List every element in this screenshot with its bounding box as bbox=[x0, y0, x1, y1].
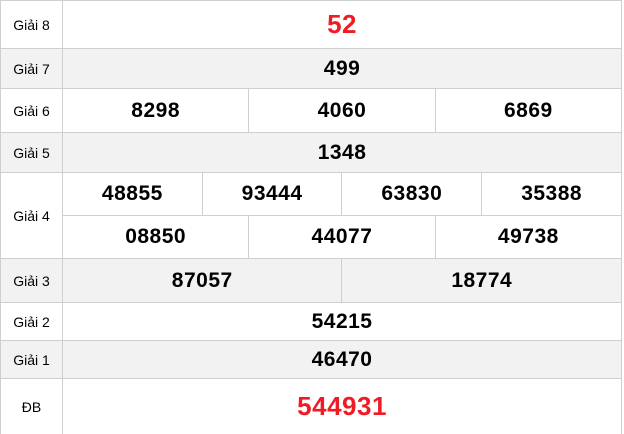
prize-label: Giải 8 bbox=[0, 0, 63, 49]
prize-number: 18774 bbox=[341, 258, 623, 303]
table-row-db: ĐB 544931 bbox=[0, 378, 623, 434]
prize-label: Giải 2 bbox=[0, 302, 63, 341]
prize-label: Giải 5 bbox=[0, 132, 63, 173]
prize-number: 54215 bbox=[61, 302, 623, 341]
table-row-giai1: Giải 1 46470 bbox=[0, 340, 623, 379]
prize-label: Giải 3 bbox=[0, 258, 63, 303]
prize-number: 1348 bbox=[61, 132, 623, 173]
prize-number: 46470 bbox=[61, 340, 623, 379]
prize-number: 87057 bbox=[61, 258, 343, 303]
prize-label: ĐB bbox=[0, 378, 63, 434]
prize-number: 44077 bbox=[248, 215, 436, 259]
prize-label: Giải 6 bbox=[0, 88, 63, 133]
prize-number: 63830 bbox=[341, 172, 483, 216]
prize-number: 6869 bbox=[434, 88, 623, 133]
prize-number: 35388 bbox=[481, 172, 623, 216]
prize-number: 499 bbox=[61, 48, 623, 89]
table-row-giai6: Giải 6 8298 4060 6869 bbox=[0, 88, 623, 133]
table-row-giai5: Giải 5 1348 bbox=[0, 132, 623, 173]
prize-number: 544931 bbox=[61, 378, 623, 434]
prize-number: 49738 bbox=[434, 215, 623, 259]
table-row-giai8: Giải 8 52 bbox=[0, 0, 623, 49]
prize-number: 93444 bbox=[201, 172, 343, 216]
table-row-giai4-line2: 08850 44077 49738 bbox=[1, 215, 623, 259]
table-row-giai2: Giải 2 54215 bbox=[0, 302, 623, 341]
prize-number: 4060 bbox=[248, 88, 436, 133]
prize-number: 48855 bbox=[62, 172, 203, 216]
prize-number: 08850 bbox=[61, 215, 250, 259]
table-row-giai7: Giải 7 499 bbox=[0, 48, 623, 89]
prize-label: Giải 7 bbox=[0, 48, 63, 89]
prize-number: 52 bbox=[61, 0, 623, 49]
prize-label: Giải 4 bbox=[0, 172, 63, 259]
prize-label: Giải 1 bbox=[0, 340, 63, 379]
table-row-giai3: Giải 3 87057 18774 bbox=[0, 258, 623, 303]
table-row-giai4-line1: Giải 4 48855 93444 63830 35388 bbox=[0, 172, 623, 259]
prize-number: 8298 bbox=[61, 88, 250, 133]
